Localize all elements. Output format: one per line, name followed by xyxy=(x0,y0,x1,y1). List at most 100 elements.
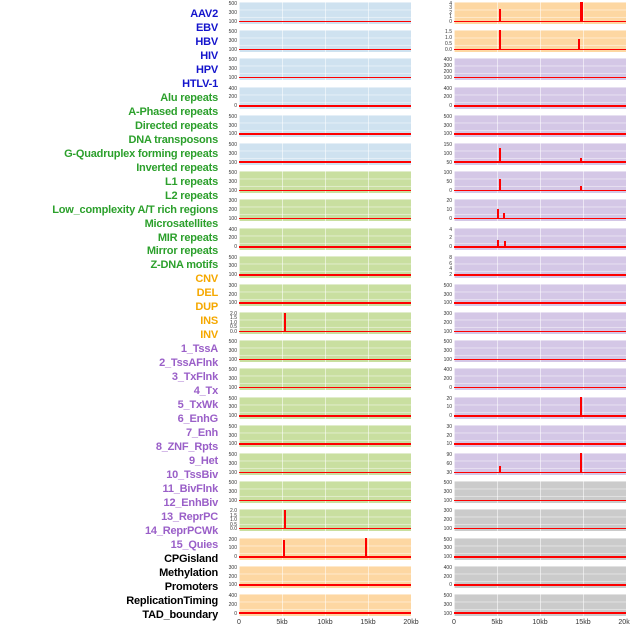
y-axis-ticks-tad-boundary: 500 300 100 xyxy=(437,593,454,616)
y-axis-tick: 0 xyxy=(449,215,452,222)
y-axis-tick: 10 xyxy=(446,404,452,411)
y-axis-tick: 300 xyxy=(228,488,237,495)
y-axis-tick: 100 xyxy=(228,18,237,25)
panels-right: 4 3 2 1 0 1.5 1.0 0.5 0.0 400 300 200 100 400 200 0 500 3… xyxy=(437,0,626,616)
panel-l2-repeats: 500 300 100 xyxy=(222,368,411,392)
y-axis-tick: 100 xyxy=(443,170,452,177)
plot-area-replicationtiming xyxy=(454,565,626,588)
y-axis-tick: 500 xyxy=(228,29,237,36)
plot-area-5-txwk xyxy=(454,171,626,194)
plot-area-tad-boundary xyxy=(454,593,626,616)
panel-cnv: 200 100 0 xyxy=(222,536,411,560)
y-axis-ticks-low-complexity-a-t-rich-regions: 500 300 100 xyxy=(222,396,239,419)
plot-area-cnv xyxy=(239,537,411,560)
y-axis-tick: 100 xyxy=(228,385,237,392)
y-axis-ticks-9-het: 500 300 100 xyxy=(437,283,454,306)
panel-hbv: 500 300 100 xyxy=(222,58,411,81)
plot-area-7-enh xyxy=(454,227,626,250)
row-label-alu-repeats: Alu repeats xyxy=(160,91,218,104)
y-axis-tick: 300 xyxy=(228,198,237,205)
plot-area-12-enhbiv xyxy=(454,368,626,391)
y-axis-tick: 400 xyxy=(443,564,452,571)
signal-baseline xyxy=(239,556,411,558)
y-axis-tick: 300 xyxy=(228,263,237,270)
plot-area-hpv xyxy=(239,114,411,137)
panel-dna-transposons: 500 300 100 xyxy=(222,255,411,279)
signal-spike xyxy=(498,8,501,22)
plot-area-dna-transposons xyxy=(239,255,411,278)
y-axis-tick: 0 xyxy=(449,18,452,25)
y-axis-tick: 200 xyxy=(228,536,237,543)
plot-area-l1-repeats xyxy=(239,340,411,363)
y-axis-tick: 500 xyxy=(443,339,452,346)
plot-area-hiv xyxy=(239,86,411,109)
panel-12-enhbiv: 400 200 0 xyxy=(437,368,626,391)
y-axis-tick: 300 xyxy=(228,122,237,129)
signal-spike xyxy=(497,209,499,220)
panel-2-tssaflnk: 400 200 0 xyxy=(437,86,626,110)
panel-microsatellites: 500 300 100 xyxy=(222,424,411,447)
y-axis-tick: 100 xyxy=(228,272,237,279)
panel-low-complexity-a-t-rich-regions: 500 300 100 xyxy=(222,396,411,419)
y-axis-tick: 30 xyxy=(446,469,452,476)
signal-baseline xyxy=(454,612,626,614)
signal-baseline xyxy=(454,246,626,248)
signal-baseline xyxy=(239,161,411,163)
plot-area-2-tssaflnk xyxy=(454,86,626,109)
signal-baseline xyxy=(239,527,411,530)
row-label-hpv: HPV xyxy=(195,63,218,76)
row-label-14-reprpcwk: 14_ReprPCWk xyxy=(145,524,218,537)
signal-baseline xyxy=(239,105,411,107)
signal-spike xyxy=(579,396,582,417)
panels-left: 500 300 100 500 300 100 500 300 100 400 200 0 500 300… xyxy=(222,0,411,616)
signal-baseline xyxy=(454,499,626,502)
panel-15-quies: 90 60 30 xyxy=(437,452,626,476)
plot-area-promoters xyxy=(454,537,626,560)
row-label-low-complexity-a-t-rich-regions: Low_complexity A/T rich regions xyxy=(52,203,218,216)
signal-baseline xyxy=(454,415,626,417)
y-axis-tick: 6 xyxy=(449,260,452,267)
row-label-12-enhbiv: 12_EnhBiv xyxy=(163,496,219,509)
plot-area-6-enhg xyxy=(454,199,626,222)
row-label-microsatellites: Microsatellites xyxy=(144,217,219,230)
y-axis-ticks-11-bivflnk: 500 300 100 xyxy=(437,339,454,363)
y-axis-tick: 100 xyxy=(443,131,452,138)
y-axis-ticks-10-tssbiv: 300 200 100 xyxy=(437,311,454,334)
plot-area-l2-repeats xyxy=(239,368,411,391)
x-axis-tick: 15kb xyxy=(575,619,591,626)
y-axis-tick: 500 xyxy=(228,452,237,458)
y-axis-tick: 300 xyxy=(228,282,237,289)
signal-baseline xyxy=(454,330,626,333)
signal-baseline xyxy=(454,133,626,135)
y-axis-tick: 400 xyxy=(443,57,452,64)
signal-baseline xyxy=(239,415,411,417)
y-axis-ticks-mirror-repeats: 500 300 100 xyxy=(222,480,239,503)
y-axis-tick: 2.0 xyxy=(230,508,237,515)
y-axis-tick: 100 xyxy=(228,545,237,552)
row-label-ins: INS xyxy=(200,315,218,328)
y-axis-tick: 100 xyxy=(443,525,452,532)
y-axis-ticks-ebv: 500 300 100 xyxy=(222,29,239,52)
plot-area-ins xyxy=(454,2,626,24)
y-axis-tick: 200 xyxy=(443,573,452,580)
row-label-z-dna-motifs: Z-DNA motifs xyxy=(150,259,219,272)
y-axis-tick: 0 xyxy=(449,103,452,110)
row-label-replicationtiming: ReplicationTiming xyxy=(126,594,218,607)
panel-11-bivflnk: 500 300 100 xyxy=(437,339,626,363)
signal-spike xyxy=(498,465,501,473)
row-label-aav2: AAV2 xyxy=(190,8,218,20)
signal-spike xyxy=(577,39,580,51)
row-label-3-txflnk: 3_TxFlnk xyxy=(171,371,218,384)
y-axis-tick: 100 xyxy=(443,356,452,363)
panel-3-txflnk: 500 300 100 xyxy=(437,114,626,138)
plot-area-inverted-repeats xyxy=(239,312,411,335)
signal-baseline xyxy=(454,358,626,361)
y-axis-tick: 1.0 xyxy=(230,319,237,326)
y-axis-tick: 200 xyxy=(443,94,452,101)
y-axis-ticks-5-txwk: 100 50 0 xyxy=(437,170,454,193)
signal-spike xyxy=(503,213,506,220)
panel-hpv: 500 300 100 xyxy=(222,114,411,137)
panel-6-enhg: 20 10 0 xyxy=(437,199,626,222)
panel-tad-boundary: 500 300 100 xyxy=(437,593,626,616)
y-axis-tick: 200 xyxy=(228,573,237,580)
